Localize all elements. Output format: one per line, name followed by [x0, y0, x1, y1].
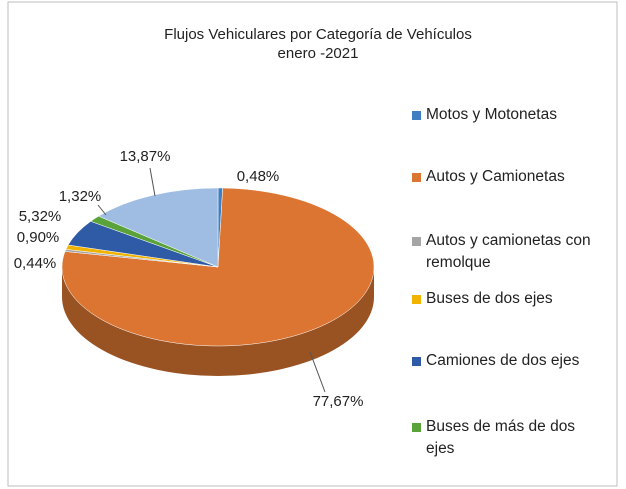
data-label: 0,44% — [14, 255, 57, 272]
legend-label: Autos y Camionetas — [426, 168, 565, 185]
legend-item: Camiones de dos ejes — [412, 350, 612, 372]
slice — [98, 187, 219, 268]
legend-item: Buses de dos ejes — [412, 288, 612, 310]
data-label: 0,48% — [237, 168, 280, 185]
legend-swatch — [412, 111, 421, 120]
data-label: 1,32% — [59, 188, 102, 205]
legend-label: Buses de dos ejes — [426, 290, 553, 307]
legend-label: Autos y camionetas con remolque — [426, 232, 591, 271]
chart-title: Flujos Vehiculares por Categoría de Vehí… — [164, 26, 472, 43]
legend-swatch — [412, 173, 421, 182]
chart-subtitle: enero -2021 — [278, 45, 359, 62]
legend-item: Autos y Camionetas — [412, 166, 612, 188]
legend-item: Autos y camionetas con remolque — [412, 230, 612, 274]
leader-line — [309, 351, 326, 393]
legend-swatch — [412, 295, 421, 304]
legend-label: Camiones de dos ejes — [426, 352, 580, 369]
data-label: 77,67% — [313, 393, 364, 410]
legend-label: Motos y Motonetas — [426, 106, 557, 123]
data-label: 13,87% — [120, 148, 171, 165]
data-label: 0,90% — [17, 229, 60, 246]
legend-label: Buses de más de dos ejes — [426, 418, 576, 457]
data-label: 5,32% — [19, 208, 62, 225]
legend-swatch — [412, 237, 421, 246]
leader-line — [149, 167, 156, 197]
legend-swatch — [412, 423, 421, 432]
legend-swatch — [412, 357, 421, 366]
slice-side — [62, 267, 374, 376]
chart-frame — [7, 1, 618, 487]
leader-line — [97, 204, 107, 216]
legend-item: Motos y Motonetas — [412, 104, 612, 126]
legend-item: Buses de más de dos ejes — [412, 416, 612, 460]
